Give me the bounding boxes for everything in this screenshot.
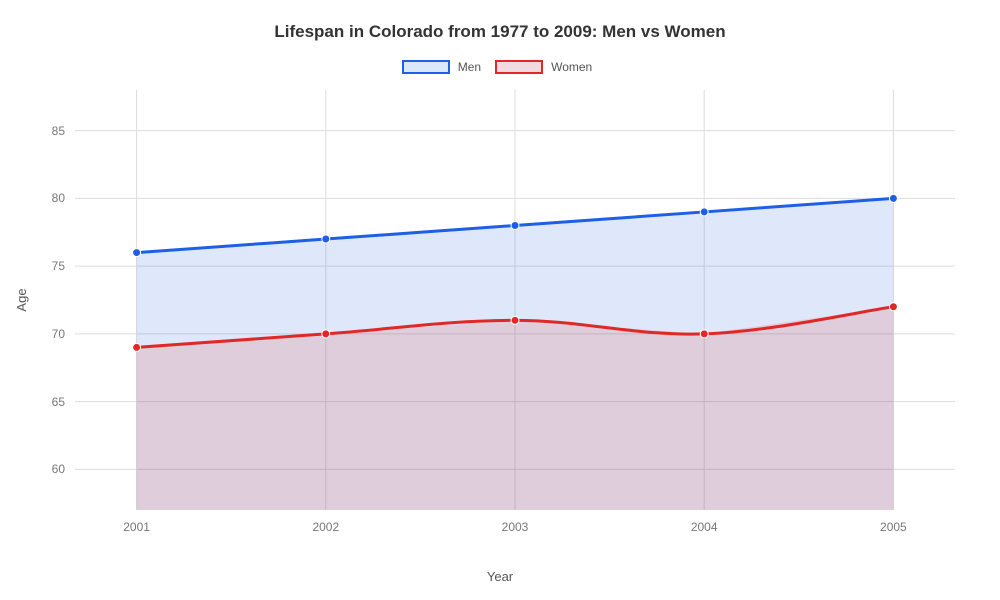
y-tick-label: 60 xyxy=(25,462,65,476)
chart-title: Lifespan in Colorado from 1977 to 2009: … xyxy=(0,22,1000,42)
x-tick-label: 2003 xyxy=(502,520,529,534)
x-tick-label: 2001 xyxy=(123,520,150,534)
x-tick-label: 2002 xyxy=(312,520,339,534)
chart-legend: Men Women xyxy=(0,60,1000,74)
y-tick-label: 70 xyxy=(25,327,65,341)
chart-plot-area xyxy=(75,90,955,510)
x-tick-label: 2004 xyxy=(691,520,718,534)
x-axis-label: Year xyxy=(0,569,1000,584)
x-tick-label: 2005 xyxy=(880,520,907,534)
legend-label-women: Women xyxy=(551,60,592,74)
lifespan-chart: Lifespan in Colorado from 1977 to 2009: … xyxy=(0,0,1000,600)
y-tick-label: 65 xyxy=(25,395,65,409)
legend-label-men: Men xyxy=(458,60,481,74)
y-tick-label: 85 xyxy=(25,124,65,138)
legend-swatch-men xyxy=(402,60,450,74)
legend-swatch-women xyxy=(495,60,543,74)
y-axis-ticks: 60 65 70 75 80 85 xyxy=(0,90,65,510)
x-axis-ticks: 2001 2002 2003 2004 2005 xyxy=(75,520,955,540)
y-tick-label: 80 xyxy=(25,191,65,205)
y-tick-label: 75 xyxy=(25,259,65,273)
